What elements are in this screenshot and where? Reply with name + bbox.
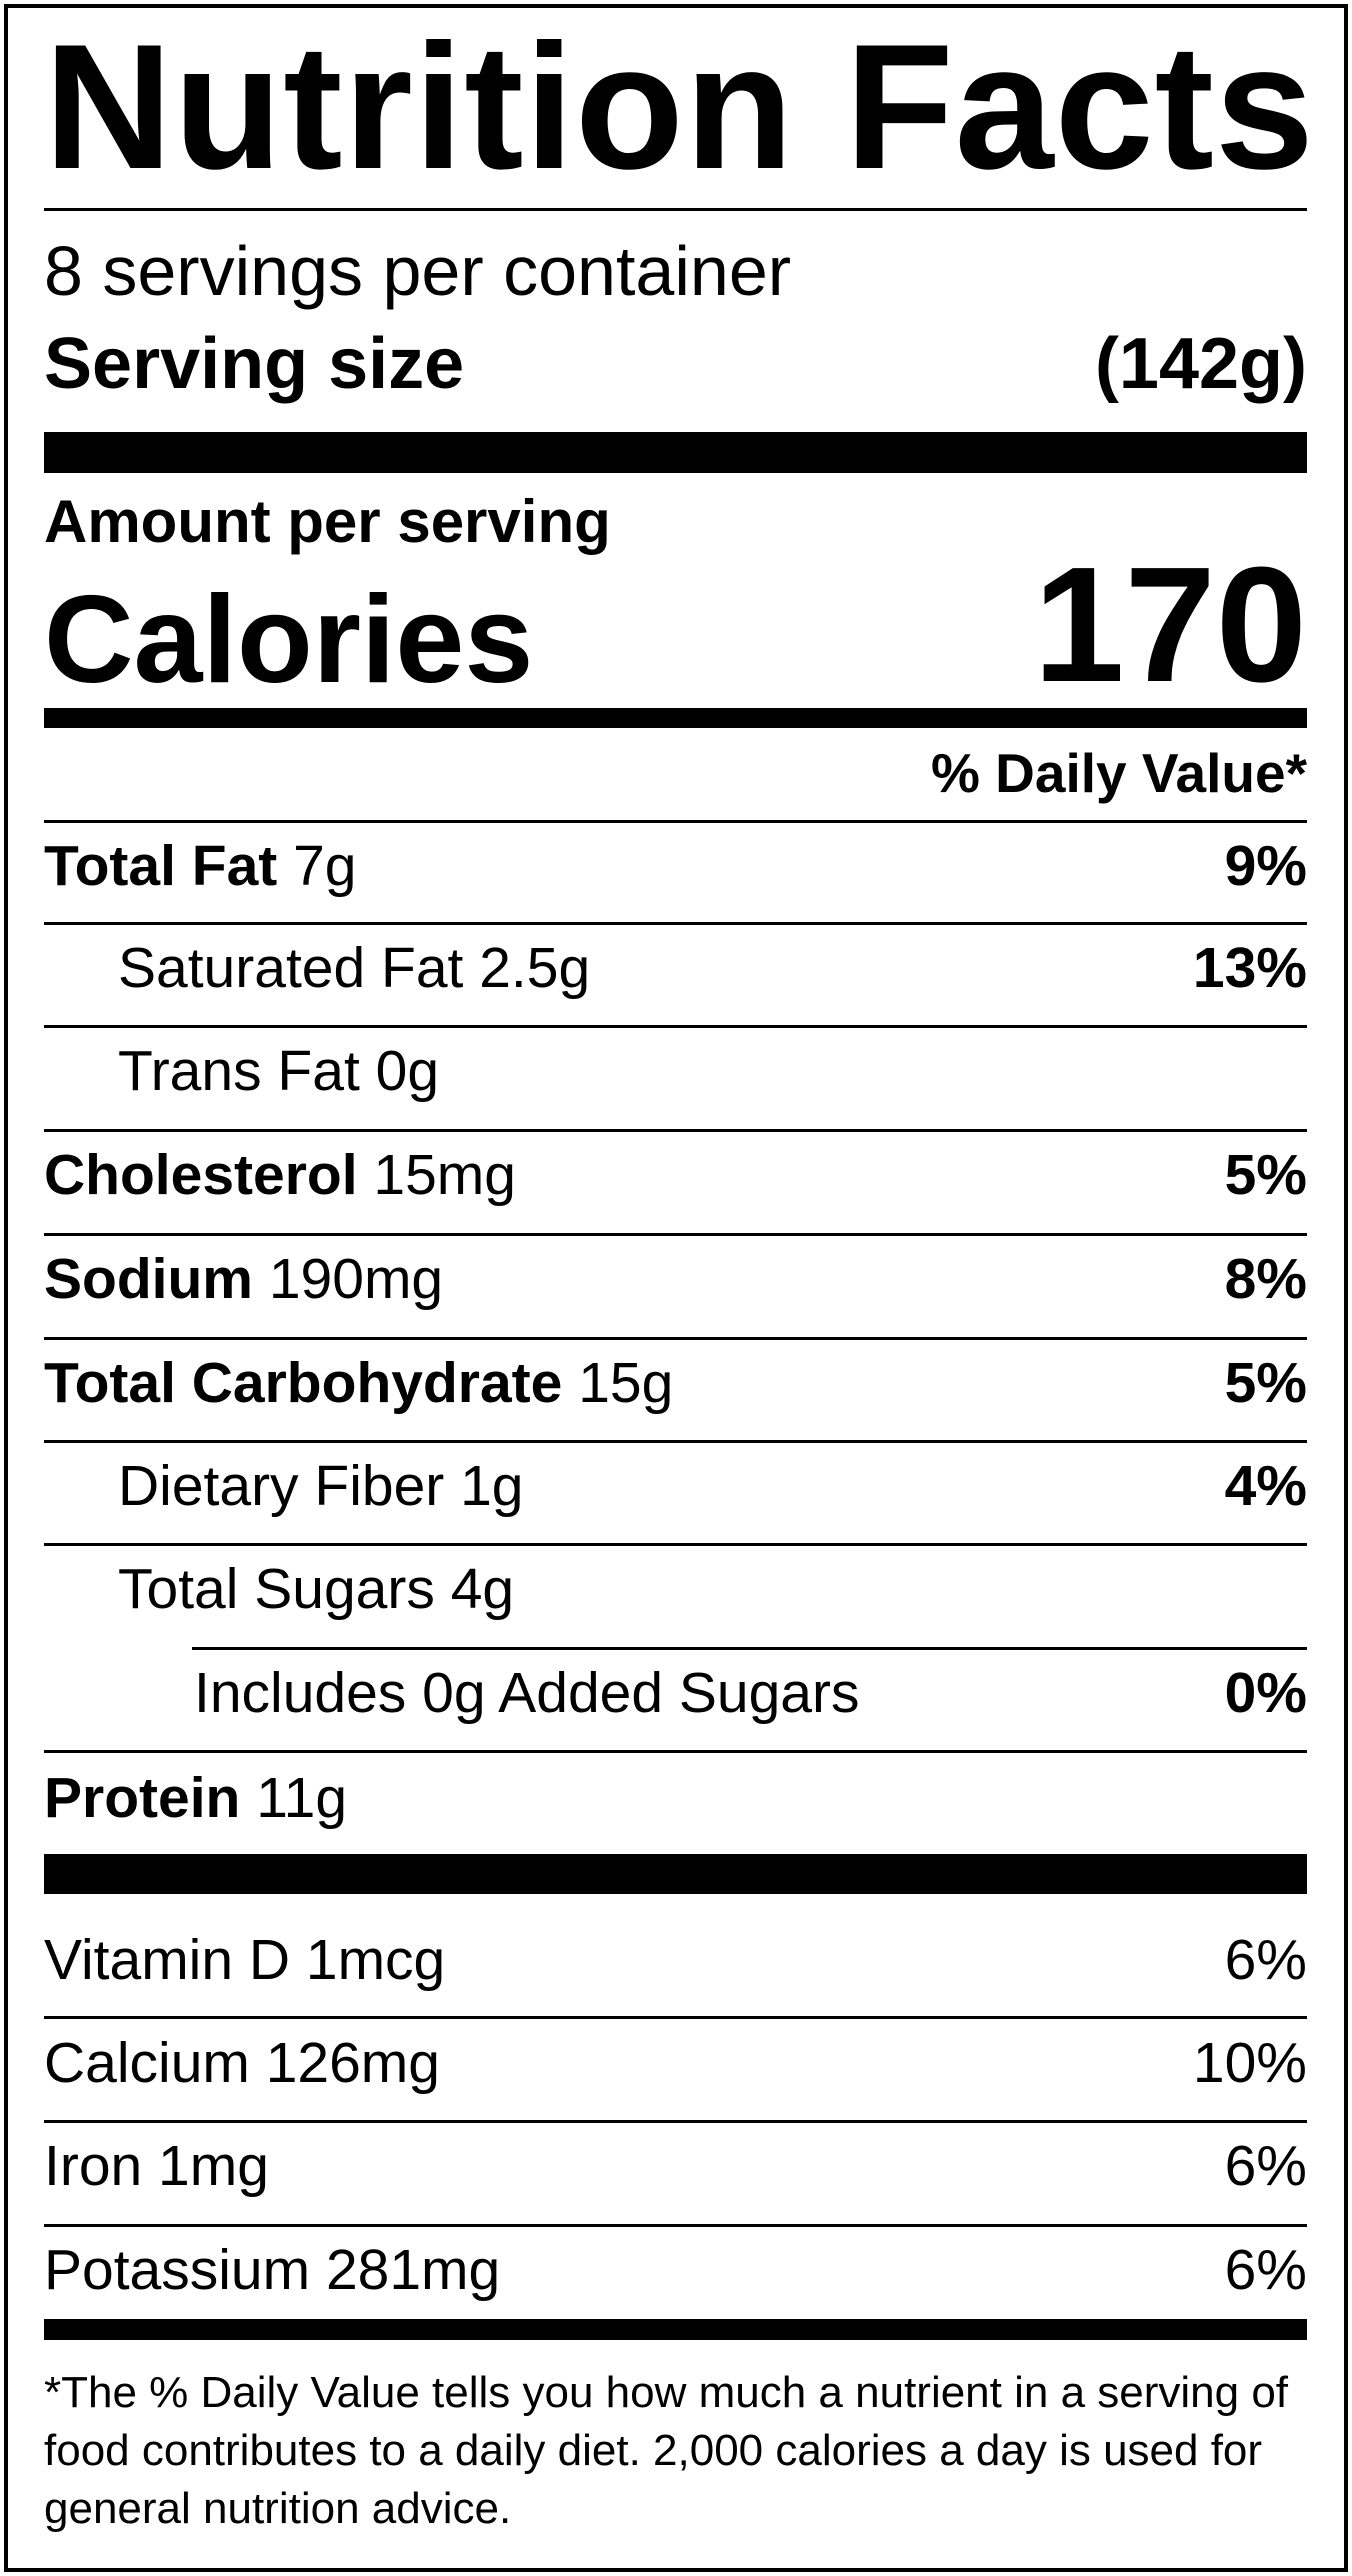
footnote: *The % Daily Value tells you how much a … — [44, 2368, 1289, 2533]
divider — [44, 820, 1307, 823]
vitamin-dv: 10% — [1192, 2031, 1307, 2095]
label-title: Nutrition Facts — [44, 7, 1315, 206]
vitamin-dv: 6% — [1224, 1928, 1307, 1992]
divider — [44, 2016, 1307, 2019]
divider — [192, 1647, 1307, 1650]
nutrient-row-protein: Protein 11g — [44, 1770, 347, 1827]
divider — [44, 922, 1307, 925]
divider — [44, 1440, 1307, 1443]
calories-label: Calories — [44, 571, 534, 709]
nutrient-amount: 15g — [578, 1351, 674, 1415]
nutrient-row-total-sugars: Total Sugars 4g — [118, 1561, 514, 1618]
nutrient-amount: 15mg — [373, 1143, 516, 1207]
nutrient-dv: 9% — [1224, 834, 1307, 898]
nutrient-row-saturated-fat: Saturated Fat 2.5g — [118, 940, 590, 997]
nutrient-amount: 1g — [460, 1454, 524, 1518]
nutrient-amount: 2.5g — [479, 936, 591, 1000]
nutrient-name: Total Sugars — [118, 1557, 435, 1621]
vitamin-dv: 6% — [1224, 2238, 1307, 2302]
nutrient-name: Trans Fat — [118, 1039, 360, 1103]
serving-size-value: (142g) — [1094, 324, 1307, 404]
nutrient-row-dietary-fiber: Dietary Fiber 1g — [118, 1458, 524, 1515]
nutrient-row-total-fat: Total Fat 7g — [44, 838, 357, 895]
vitamin-row-calcium: Calcium 126mg — [44, 2031, 440, 2095]
nutrient-dv: 5% — [1224, 1143, 1307, 1207]
divider — [44, 208, 1307, 211]
nutrient-row-trans-fat: Trans Fat 0g — [118, 1043, 439, 1100]
divider — [44, 1233, 1307, 1236]
divider — [44, 1750, 1307, 1753]
nutrient-dv: 8% — [1224, 1247, 1307, 1311]
nutrient-name: Protein — [44, 1766, 241, 1830]
thick-divider — [44, 432, 1307, 473]
divider — [44, 1025, 1307, 1028]
nutrient-amount: 7g — [293, 834, 357, 898]
servings-per-container: 8 servings per container — [44, 232, 792, 310]
divider — [44, 1543, 1307, 1546]
nutrient-row-cholesterol: Cholesterol 15mg — [44, 1147, 516, 1204]
divider — [44, 1337, 1307, 1340]
nutrient-name: Cholesterol — [44, 1143, 358, 1207]
vitamin-row-potassium: Potassium 281mg — [44, 2238, 501, 2302]
serving-size-label: Serving size — [44, 324, 465, 404]
vitamin-row-iron: Iron 1mg — [44, 2134, 269, 2198]
nutrient-amount: 190mg — [268, 1247, 444, 1311]
nutrient-dv: 13% — [1192, 936, 1307, 1000]
divider — [44, 2120, 1307, 2123]
vitamin-dv: 6% — [1224, 2134, 1307, 2198]
nutrient-name: Dietary Fiber — [118, 1454, 445, 1518]
medium-divider — [44, 708, 1307, 728]
nutrient-dv: 0% — [1224, 1661, 1307, 1725]
calories-value: 170 — [1033, 533, 1307, 716]
divider — [44, 2224, 1307, 2227]
daily-value-header: % Daily Value* — [930, 742, 1307, 804]
nutrient-amount: 0g — [375, 1039, 440, 1103]
medium-divider — [44, 2319, 1307, 2340]
nutrient-row-sodium: Sodium 190mg — [44, 1251, 443, 1308]
thick-divider — [44, 1854, 1307, 1894]
vitamin-row-vitamin-d: Vitamin D 1mcg — [44, 1928, 446, 1992]
nutrient-name: Sodium — [44, 1247, 253, 1311]
nutrient-name: Total Fat — [44, 834, 278, 898]
nutrient-row-added-sugars: Includes 0g Added Sugars — [194, 1661, 860, 1725]
nutrient-dv: 5% — [1224, 1351, 1307, 1415]
nutrient-name: Saturated Fat — [118, 936, 464, 1000]
divider — [44, 1129, 1307, 1132]
nutrient-amount: 4g — [450, 1557, 515, 1621]
nutrient-name: Total Carbohydrate — [44, 1351, 563, 1415]
nutrition-facts-label: Nutrition Facts 8 servings per container… — [4, 4, 1348, 2572]
amount-per-serving: Amount per serving — [44, 488, 611, 555]
nutrient-row-total-carbohydrate: Total Carbohydrate 15g — [44, 1355, 673, 1412]
nutrient-amount: 11g — [256, 1766, 348, 1830]
nutrient-dv: 4% — [1224, 1454, 1307, 1518]
